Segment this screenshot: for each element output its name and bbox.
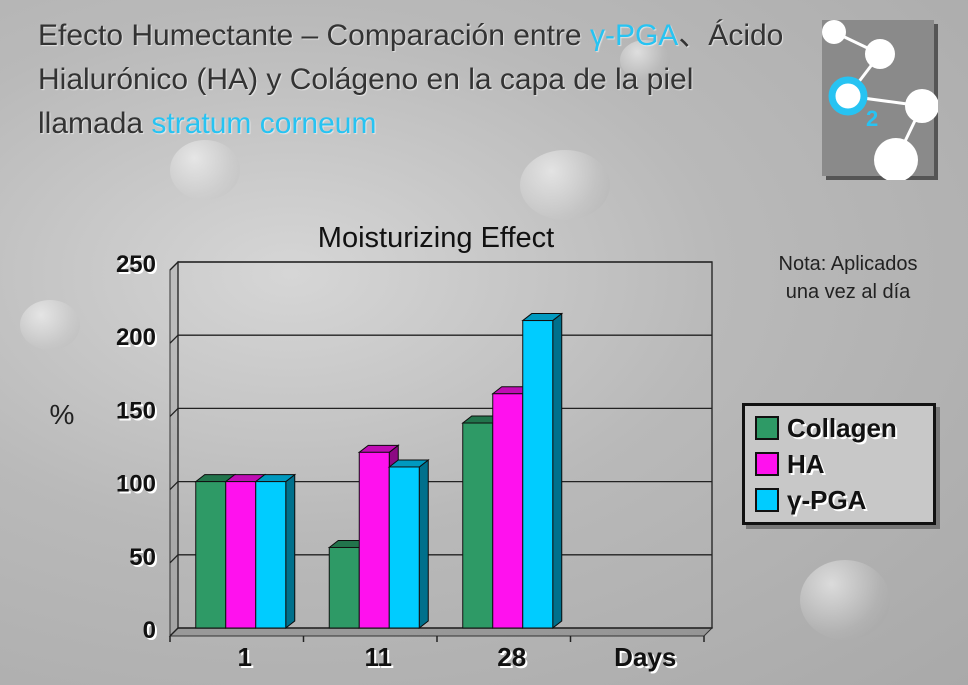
legend-label: Collagen (787, 412, 897, 443)
bar-ha (492, 393, 524, 629)
bar-side (285, 473, 296, 630)
y-tick-label: 150 (116, 397, 156, 424)
bar-ha (225, 481, 257, 629)
legend-swatch (755, 452, 779, 476)
x-tick-label-shadow: 28 (499, 644, 528, 674)
plot-floor (168, 627, 714, 637)
chart-legend: Collagen HA γ-PGA (742, 403, 936, 525)
title-part-1: Efecto Humectante – Comparación entre (38, 19, 590, 52)
y-tick-label-shadow: 250 (118, 253, 158, 280)
bar-collagen (462, 422, 494, 629)
logo-subscript: 2 (866, 106, 878, 131)
gridline-depth (169, 627, 179, 637)
background-droplet (800, 560, 890, 640)
o2-molecule-icon: 2 (822, 20, 939, 182)
y-tick-label-shadow: 50 (131, 546, 158, 573)
bar-collagen (328, 546, 360, 629)
bar-pga (255, 481, 287, 629)
x-tick-label: 11 (365, 642, 393, 672)
plot-side-wall (169, 260, 179, 638)
chart-title: Moisturizing Effect (318, 222, 554, 254)
y-tick-label-shadow: 150 (118, 399, 158, 426)
slide-title: Efecto Humectante – Comparación entre γ-… (38, 14, 798, 146)
y-tick-label: 0 (143, 617, 156, 644)
y-axis-label: % (50, 399, 75, 430)
y-tick-label: 200 (116, 324, 156, 351)
legend-swatch (755, 416, 779, 440)
bar-pga (522, 320, 554, 629)
x-tick-label: 28 (497, 642, 526, 672)
title-part-2: 、Ácido Hialurónico (HA) y Colágeno en la… (38, 19, 784, 140)
y-tick-label-shadow: 0 (145, 619, 158, 646)
background-droplet (520, 150, 610, 220)
background-droplet (170, 140, 240, 200)
y-tick-label-shadow: 100 (118, 473, 158, 500)
background-droplet (620, 40, 670, 80)
x-tick-label-shadow: 11 (367, 644, 395, 674)
gridline-depth (169, 407, 179, 417)
y-tick-label: 100 (116, 471, 156, 498)
bar-side (552, 312, 563, 630)
bar-pga (388, 466, 420, 629)
legend-item: HA (755, 448, 825, 480)
application-note: Nota: Aplicados una vez al día (778, 253, 918, 303)
legend-swatch (755, 488, 779, 512)
legend-label: HA (787, 448, 825, 479)
legend-item: γ-PGA (755, 484, 866, 516)
gridline-depth (169, 261, 179, 271)
title-gpga: γ-PGA (589, 19, 679, 52)
bar-ha (358, 451, 390, 629)
legend-label: γ-PGA (787, 484, 867, 515)
y-tick-label: 50 (129, 544, 156, 571)
y-tick-label-shadow: 200 (118, 326, 158, 353)
gridline-depth (169, 334, 179, 344)
title-stratum-corneum: stratum corneum (151, 107, 377, 140)
x-axis-label: Days (614, 642, 676, 672)
bar-collagen (195, 481, 227, 629)
gridline-depth (169, 481, 179, 491)
gridline-depth (169, 554, 179, 564)
x-axis-label-shadow: Days (616, 644, 678, 674)
x-tick-label-shadow: 1 (240, 644, 254, 674)
legend-item: Collagen (755, 412, 897, 444)
y-tick-label: 250 (116, 251, 156, 278)
background-droplet (20, 300, 80, 350)
bar-side (418, 458, 429, 630)
x-tick-label: 1 (238, 642, 252, 672)
